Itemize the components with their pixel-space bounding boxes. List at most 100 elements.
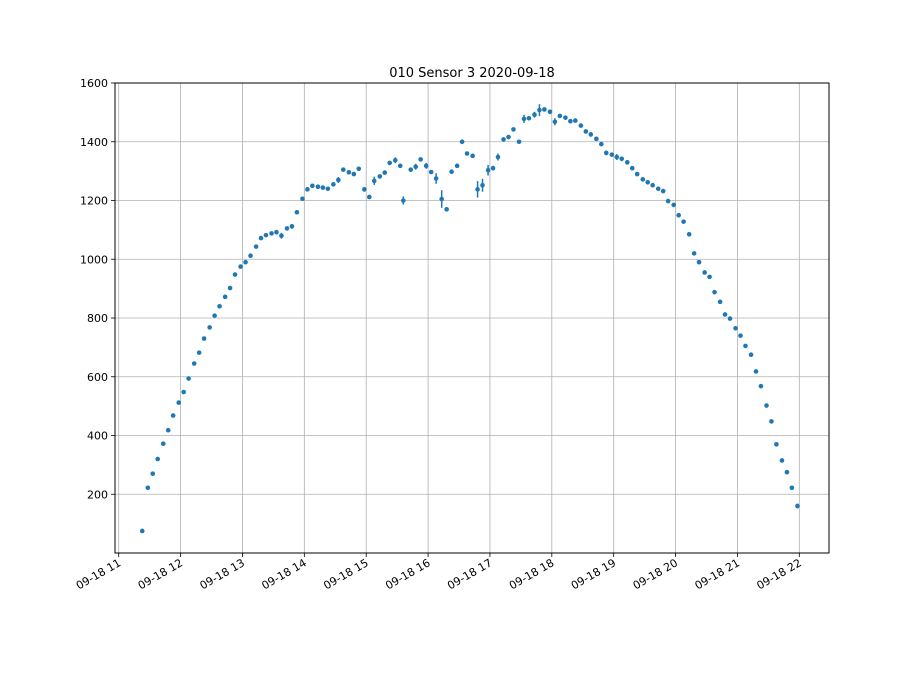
data-point [665, 198, 671, 204]
data-point-group [274, 229, 279, 235]
data-point [155, 456, 160, 462]
data-point-group [253, 244, 259, 249]
data-point [145, 485, 151, 491]
data-point [686, 231, 692, 237]
data-point-group [315, 184, 321, 189]
data-point-group [294, 209, 300, 215]
data-point-group [702, 270, 707, 275]
data-point-group [557, 113, 563, 119]
data-point [753, 369, 759, 374]
data-point [506, 134, 511, 140]
data-point [423, 163, 429, 169]
data-point-group [289, 224, 295, 229]
data-point-group [387, 160, 393, 166]
data-point-group [583, 129, 589, 134]
data-points [139, 104, 800, 534]
data-point-group [470, 153, 475, 159]
data-point-group [542, 107, 547, 112]
data-point-group [310, 183, 315, 189]
data-point [454, 163, 460, 169]
data-point [397, 163, 403, 169]
data-point-group [609, 152, 615, 157]
data-point-group [681, 219, 686, 224]
data-point [691, 251, 697, 256]
data-point [470, 153, 475, 159]
data-point [191, 361, 197, 366]
data-point-group [191, 361, 197, 366]
data-point-group [170, 413, 176, 418]
data-point-group [506, 134, 511, 140]
data-point [542, 107, 547, 112]
data-point [707, 274, 712, 280]
data-point [738, 333, 743, 338]
y-tick-label: 600 [87, 371, 108, 384]
data-point [351, 171, 357, 177]
data-point [428, 169, 434, 175]
data-point [599, 141, 604, 147]
data-point [671, 202, 677, 208]
data-point [449, 169, 454, 175]
data-point [341, 167, 346, 172]
data-point-group [511, 127, 516, 132]
data-point [387, 160, 393, 166]
data-point-group [356, 166, 362, 172]
data-point-group [573, 118, 578, 123]
data-point-group [568, 118, 573, 124]
data-point [764, 403, 769, 408]
data-point [516, 139, 522, 145]
data-point [238, 264, 243, 269]
y-axis: 200 400 600 800 1000 1200 1400 1600 [80, 77, 115, 501]
data-point-group [459, 139, 465, 145]
data-point [382, 170, 388, 175]
data-point-group [748, 352, 754, 358]
data-point-group [346, 170, 352, 175]
data-point [789, 485, 795, 491]
data-point [624, 160, 630, 165]
data-point-group [382, 170, 388, 175]
data-point [769, 419, 774, 424]
data-point-group [217, 303, 222, 309]
data-point [650, 182, 655, 188]
data-point-group [269, 231, 274, 236]
data-point [222, 294, 228, 300]
data-point [201, 336, 207, 341]
data-point-group [532, 111, 537, 118]
data-point-group [733, 325, 738, 331]
data-point-group [305, 187, 310, 192]
data-point-group [351, 171, 357, 177]
data-point-group [526, 115, 532, 121]
data-point-group [779, 458, 785, 463]
data-point [315, 184, 321, 189]
data-point [717, 299, 723, 305]
data-point [573, 118, 578, 123]
data-point-group [222, 294, 228, 300]
data-point [320, 185, 326, 190]
y-tick-label: 200 [87, 488, 108, 501]
data-point-group [212, 313, 217, 318]
data-point-group [238, 264, 243, 269]
data-point-group [485, 164, 491, 176]
data-point [269, 231, 274, 236]
data-point [165, 427, 171, 433]
data-point-group [454, 163, 460, 169]
data-point-group [665, 198, 671, 204]
data-point-group [464, 151, 470, 156]
data-point-group [428, 169, 434, 175]
data-point [490, 165, 496, 171]
data-point [243, 259, 248, 265]
data-point-group [480, 178, 485, 192]
data-point [563, 115, 568, 120]
data-point-group [640, 177, 646, 182]
grid [115, 82, 829, 553]
data-point-group [594, 136, 599, 142]
data-point [603, 150, 609, 156]
data-point [401, 198, 406, 203]
data-point [614, 154, 620, 160]
data-point [418, 157, 423, 162]
data-point-group [263, 232, 269, 238]
data-point-group [696, 259, 702, 265]
data-point [619, 156, 625, 162]
data-point-group [707, 274, 712, 280]
data-point-group [717, 299, 723, 305]
